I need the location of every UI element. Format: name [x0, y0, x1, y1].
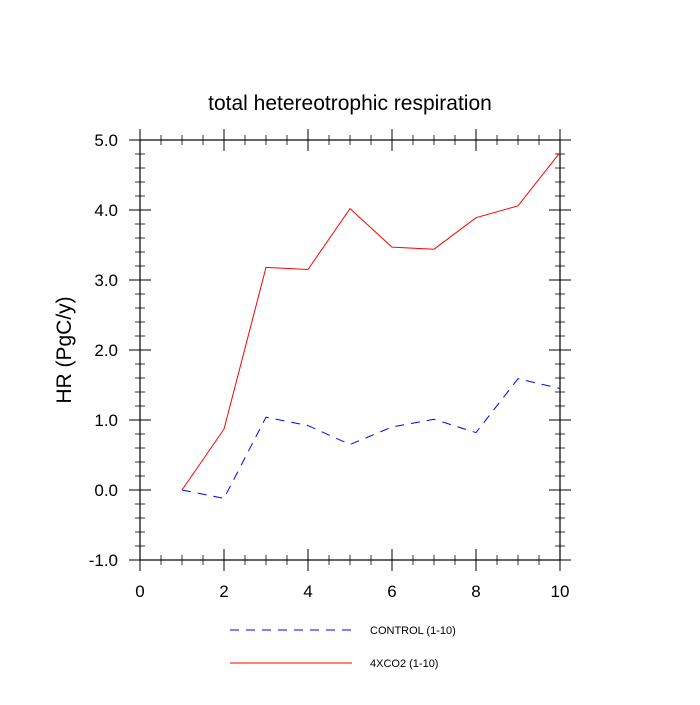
plot-frame: [139, 139, 561, 561]
y-tick-label: 2.0: [94, 341, 118, 360]
series-line-1: [181, 378, 561, 499]
plot-border: [139, 139, 561, 561]
axis-ticks: [129, 129, 571, 571]
legend: CONTROL (1-10) 4XCO2 (1-10): [230, 625, 456, 670]
legend-label-1: CONTROL (1-10): [370, 625, 456, 637]
chart-title: total hetereotrophic respiration: [208, 92, 492, 115]
series-line-2: [181, 152, 561, 491]
x-tick-label: 0: [135, 582, 144, 601]
axis-tick-labels: 0 2 4 6 8 10 -1.0 0.0 1.0 2.0 3.0 4.0 5.0: [89, 131, 570, 601]
x-tick-label: 6: [387, 582, 396, 601]
x-tick-label: 8: [471, 582, 480, 601]
y-tick-label: 0.0: [94, 481, 118, 500]
x-tick-label: 4: [303, 582, 312, 601]
data-series: [181, 152, 561, 499]
y-tick-label: 5.0: [94, 131, 118, 150]
x-tick-label: 2: [219, 582, 228, 601]
x-tick-label: 10: [551, 582, 570, 601]
y-tick-label: 3.0: [94, 271, 118, 290]
y-tick-label: -1.0: [89, 551, 118, 570]
y-tick-label: 4.0: [94, 201, 118, 220]
legend-label-2: 4XCO2 (1-10): [370, 658, 438, 670]
y-tick-label: 1.0: [94, 411, 118, 430]
y-axis-label: HR (PgC/y): [53, 296, 76, 403]
